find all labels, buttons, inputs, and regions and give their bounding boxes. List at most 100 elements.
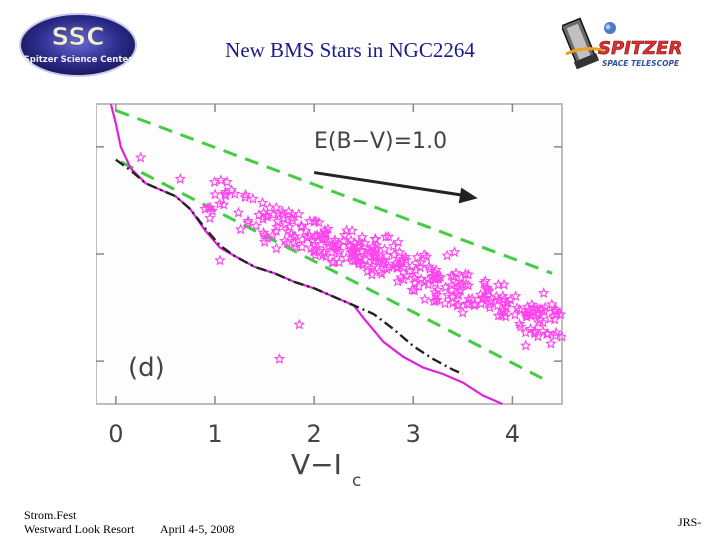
- data-point: [272, 207, 285, 219]
- data-point: [311, 229, 323, 241]
- data-point: [257, 213, 269, 225]
- x-tick-label: 0: [108, 420, 123, 448]
- data-point: [369, 250, 381, 262]
- data-point: [234, 223, 247, 235]
- data-point: [520, 310, 533, 322]
- data-point: [282, 205, 295, 217]
- data-point: [492, 309, 505, 321]
- evolutionary-track-line: [115, 158, 464, 376]
- data-point: [546, 298, 558, 310]
- data-point: [442, 289, 454, 301]
- data-point: [242, 216, 254, 228]
- ssc-logo-top-text: SSC: [51, 22, 104, 51]
- data-point: [456, 306, 469, 318]
- data-point: [247, 192, 259, 204]
- data-point: [532, 330, 544, 342]
- data-point: [370, 239, 383, 251]
- data-point: [270, 225, 282, 236]
- data-point: [266, 229, 279, 241]
- data-point: [446, 284, 458, 295]
- outlier-point: [174, 172, 187, 184]
- data-point: [281, 236, 293, 248]
- panel-label: (d): [128, 353, 165, 383]
- x-axis-label: V−I: [291, 448, 342, 481]
- x-tick-label: 4: [505, 420, 520, 448]
- data-point: [316, 249, 329, 261]
- x-tick-label: 1: [207, 420, 222, 448]
- data-point: [219, 189, 232, 201]
- spitzer-logo: SPITZER SPACE TELESCOPE: [562, 17, 683, 70]
- x-axis-label-sub: c: [352, 471, 361, 491]
- data-point: [293, 208, 305, 220]
- data-point: [257, 226, 270, 238]
- data-point: [333, 245, 346, 256]
- data-point: [484, 301, 496, 313]
- data-point: [537, 325, 549, 337]
- data-point: [509, 290, 522, 302]
- data-point: [544, 312, 557, 324]
- outlier-point: [273, 352, 286, 364]
- data-point: [209, 188, 221, 200]
- data-point: [520, 308, 532, 319]
- footer-event-name: Strom.Fest: [24, 508, 77, 522]
- data-point: [519, 326, 532, 338]
- data-point: [338, 229, 351, 241]
- plot-frame: [96, 103, 563, 405]
- data-point: [447, 270, 460, 282]
- data-point: [498, 278, 510, 290]
- data-point: [295, 219, 308, 231]
- data-point: [377, 256, 390, 268]
- data-point: [448, 246, 461, 258]
- data-point: [221, 175, 233, 187]
- data-point: [550, 326, 562, 338]
- data-point: [346, 247, 359, 259]
- data-point: [424, 263, 436, 274]
- ssc-logo-bottom-text: Spitzer Science Center: [24, 55, 134, 65]
- data-point: [239, 191, 251, 203]
- data-point: [348, 245, 360, 257]
- footer-date: April 4-5, 2008: [160, 522, 235, 536]
- data-point: [381, 263, 393, 275]
- data-point: [418, 276, 431, 288]
- data-point: [399, 251, 412, 262]
- data-point: [320, 226, 332, 238]
- footer-event: Strom.Fest Westward Look Resort: [24, 508, 134, 536]
- outlier-point: [199, 203, 211, 214]
- ssc-logo: SSC Spitzer Science Center: [19, 13, 137, 77]
- data-point: [204, 212, 216, 224]
- data-point: [329, 234, 341, 245]
- data-point: [323, 239, 335, 252]
- data-point: [282, 225, 294, 237]
- reddening-arrow-shaft: [313, 171, 470, 198]
- data-point: [551, 307, 563, 319]
- data-point: [315, 228, 327, 240]
- data-point: [337, 235, 350, 247]
- data-point: [267, 208, 279, 220]
- isochrone-line: [109, 103, 503, 406]
- slide-title: New BMS Stars in NGC2264: [225, 38, 475, 62]
- data-point: [295, 221, 308, 233]
- data-point: [369, 233, 381, 245]
- data-point: [374, 265, 386, 277]
- data-point: [492, 293, 505, 306]
- data-point: [263, 201, 276, 213]
- data-point: [409, 276, 421, 288]
- data-point: [359, 237, 371, 249]
- data-point: [357, 259, 369, 270]
- data-point: [256, 197, 269, 208]
- data-point: [250, 219, 262, 231]
- data-point: [310, 215, 322, 227]
- data-point: [257, 206, 270, 218]
- data-point: [213, 197, 226, 209]
- outlier-point: [134, 151, 147, 163]
- data-point: [279, 218, 291, 230]
- data-point: [528, 302, 540, 314]
- data-point: [345, 234, 357, 246]
- data-point: [392, 236, 404, 248]
- data-point: [253, 208, 265, 220]
- data-point: [359, 253, 372, 265]
- data-point: [289, 230, 301, 242]
- band-lower-line: [120, 160, 543, 380]
- data-point: [548, 313, 561, 325]
- outlier-point: [214, 254, 226, 266]
